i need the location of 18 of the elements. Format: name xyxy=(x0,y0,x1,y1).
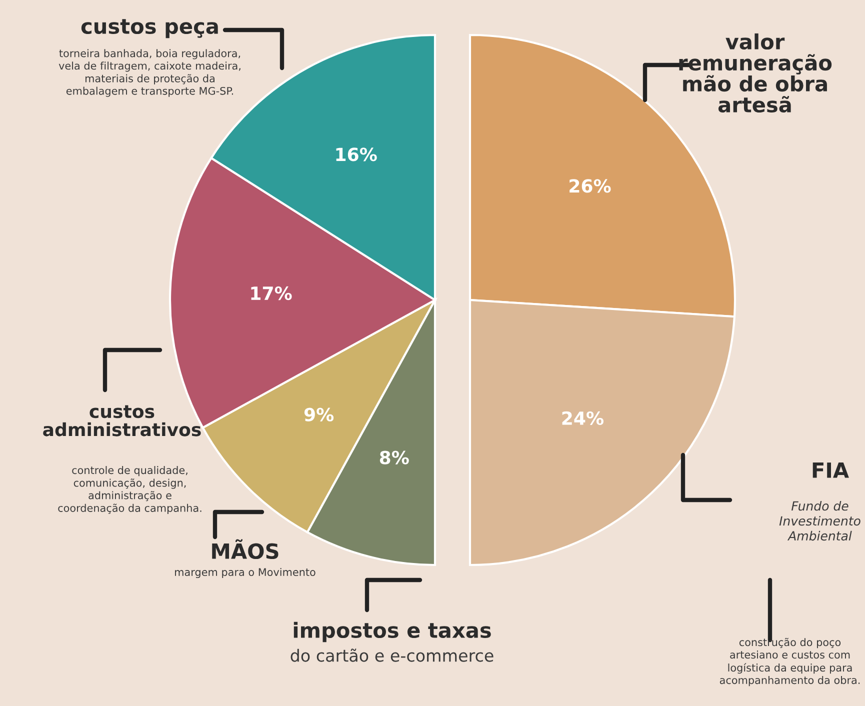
text: controle de qualidade, comunicação, design, administração e coordenação da campanha. xyxy=(58,466,202,514)
data-label: 8% xyxy=(380,450,409,464)
text: construção do poço artesiano e custos com logística da equipe para acompanhamento da obra. xyxy=(720,638,860,686)
slice-label: custos administrativos xyxy=(43,405,201,436)
slice-label: valor remuneração mão de obra artesã xyxy=(679,33,832,113)
data-label: 17% xyxy=(251,286,292,300)
slice-label: FIA xyxy=(812,462,849,478)
slice-label: custos peça xyxy=(81,19,218,38)
data-label: 26% xyxy=(570,179,611,193)
slice-label: impostos e taxas xyxy=(294,622,491,642)
data-label: 24% xyxy=(562,411,604,426)
data-label: 16% xyxy=(336,148,377,162)
slice-label: MÃOS xyxy=(212,539,278,560)
text: margem para o Movimento xyxy=(175,568,316,578)
text: Fundo de Investimento Ambiental xyxy=(779,501,860,541)
data-label: 9% xyxy=(304,408,334,422)
text: do cartão e e-commerce xyxy=(290,648,494,662)
text: torneira banhada, boia reguladora, vela de filtragem, caixote madeira, materiais de proteção da embalagem e transporte MG-SP. xyxy=(58,49,240,97)
